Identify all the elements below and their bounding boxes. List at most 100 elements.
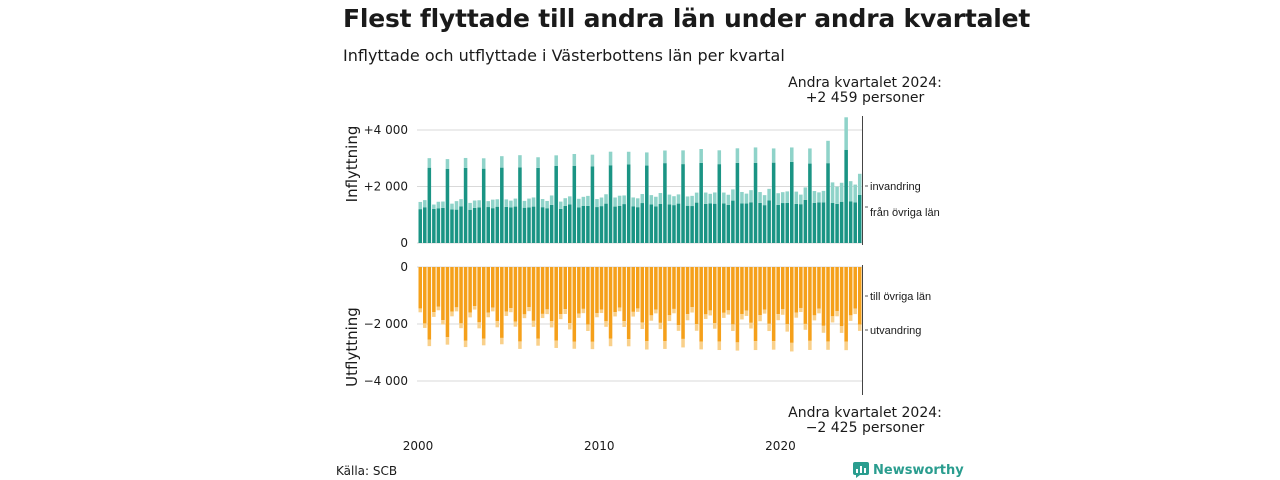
bar-utflytt-lan <box>531 267 536 321</box>
bar-utflytt-lan <box>563 267 568 310</box>
bar-invandring <box>780 192 785 204</box>
bar-inflytt-lan <box>857 194 862 243</box>
bar-utflytt-lan <box>622 267 626 322</box>
bar-inflytt-lan <box>826 163 830 243</box>
bar-utvandring <box>586 324 590 331</box>
bar-invandring <box>817 192 821 203</box>
x-tick-label: 2020 <box>765 439 796 453</box>
bar-inflytt-lan <box>712 203 717 243</box>
bar-utflytt-lan <box>490 267 495 308</box>
bar-utvandring <box>595 313 599 318</box>
bar-utvandring <box>667 315 672 322</box>
bar-inflytt-lan <box>527 207 531 243</box>
bar-utvandring <box>572 341 577 349</box>
bar-utvandring <box>545 309 549 315</box>
bar-utvandring <box>513 321 518 327</box>
bar-utvandring <box>509 308 513 313</box>
bar-utflytt-lan <box>586 267 590 325</box>
bar-utflytt-lan <box>839 267 844 327</box>
bar-inflytt-lan <box>622 204 626 243</box>
bar-invandring <box>708 193 712 204</box>
bar-inflytt-lan <box>572 165 577 243</box>
bar-utvandring <box>703 314 708 319</box>
bar-utvandring <box>821 325 826 333</box>
bar-inflytt-lan <box>472 207 477 243</box>
bar-utvandring <box>776 314 780 321</box>
bar-utflytt-lan <box>731 267 735 325</box>
bar-utvandring <box>617 307 622 312</box>
bar-inflytt-lan <box>853 202 857 243</box>
bar-inflytt-lan <box>790 161 794 243</box>
bar-invandring <box>658 192 663 204</box>
bar-utflytt-lan <box>654 267 658 310</box>
bar-utflytt-lan <box>703 267 708 315</box>
bar-utvandring <box>540 313 545 319</box>
x-tick-label: 2010 <box>584 439 615 453</box>
bar-utvandring <box>427 339 432 347</box>
bar-inflytt-lan <box>586 205 590 243</box>
bar-inflytt-lan <box>830 203 835 243</box>
bar-invandring <box>635 198 640 208</box>
bar-inflytt-lan <box>681 164 685 243</box>
bar-utvandring <box>450 311 454 317</box>
bar-invandring <box>590 154 595 167</box>
bar-utflytt-lan <box>486 267 490 313</box>
bar-invandring <box>441 201 445 208</box>
bar-utvandring <box>468 312 472 318</box>
bar-utvandring <box>744 310 749 316</box>
bar-utflytt-lan <box>712 267 717 324</box>
bar-utvandring <box>699 341 703 350</box>
bar-invandring <box>812 191 817 203</box>
bar-utflytt-lan <box>658 267 663 323</box>
bar-inflytt-lan <box>803 199 808 243</box>
bar-invandring <box>776 193 780 205</box>
bar-inflytt-lan <box>817 202 821 243</box>
bar-utvandring <box>676 325 681 331</box>
bar-utflytt-lan <box>794 267 799 313</box>
bar-utflytt-lan <box>681 267 685 339</box>
bar-utflytt-lan <box>694 267 699 325</box>
bar-utflytt-lan <box>767 267 771 324</box>
bar-utvandring <box>830 316 835 323</box>
bar-utflytt-lan <box>857 267 862 325</box>
bar-utvandring <box>780 309 785 315</box>
bar-utvandring <box>685 314 690 321</box>
bar-invandring <box>486 201 490 208</box>
bar-utvandring <box>640 322 645 329</box>
bar-invandring <box>749 190 753 203</box>
bar-inflytt-lan <box>613 206 617 243</box>
bar-utflytt-lan <box>699 267 703 342</box>
bar-invandring <box>622 195 626 205</box>
bar-utflytt-lan <box>785 267 790 325</box>
brand-logo[interactable]: Newsworthy <box>853 462 964 478</box>
bar-inflytt-lan <box>848 201 853 243</box>
bar-utflytt-lan <box>762 267 767 310</box>
brand-name: Newsworthy <box>873 462 964 478</box>
bar-utvandring <box>808 340 812 350</box>
bar-invandring <box>726 194 731 205</box>
bar-invandring <box>558 201 563 209</box>
bar-inflytt-lan <box>645 165 649 243</box>
bar-invandring <box>712 192 717 204</box>
chart-title: Flest flyttade till andra län under andr… <box>343 4 1031 33</box>
bar-utflytt-lan <box>450 267 454 312</box>
bar-inflytt-lan <box>776 204 780 243</box>
bar-invandring <box>740 191 744 204</box>
bar-utflytt-lan <box>690 267 694 308</box>
bar-utvandring <box>477 322 481 329</box>
bar-invandring <box>649 195 654 205</box>
bar-inflytt-lan <box>432 208 436 243</box>
bar-invandring <box>554 155 558 166</box>
bar-utflytt-lan <box>495 267 500 322</box>
bar-utflytt-lan <box>427 267 432 340</box>
bar-utvandring <box>613 312 617 317</box>
bars-layer <box>418 117 862 352</box>
bar-inflytt-lan <box>767 200 771 243</box>
bar-utflytt-lan <box>735 267 740 343</box>
bar-invandring <box>504 199 509 207</box>
bar-inflytt-lan <box>821 202 826 243</box>
bar-invandring <box>427 158 432 168</box>
bar-utflytt-lan <box>853 267 857 309</box>
bar-inflytt-lan <box>599 206 604 243</box>
bar-utvandring <box>771 341 776 350</box>
